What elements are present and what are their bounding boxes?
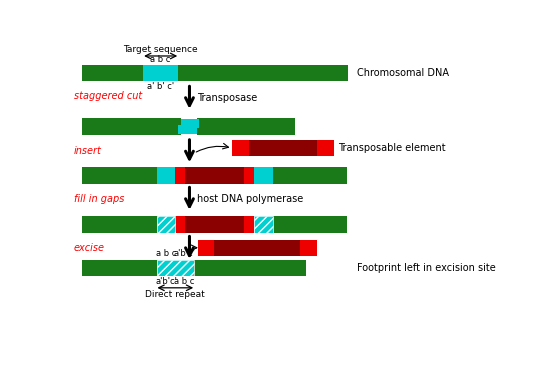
Bar — [178, 125, 197, 134]
Bar — [175, 168, 186, 184]
Bar — [249, 140, 317, 156]
Bar — [143, 65, 178, 81]
Bar — [254, 217, 273, 233]
Bar — [82, 168, 157, 184]
Text: fill in gaps: fill in gaps — [74, 194, 124, 204]
Bar — [82, 65, 348, 81]
Text: Transposable element: Transposable element — [338, 143, 445, 153]
Bar — [197, 119, 295, 135]
Bar — [254, 168, 273, 184]
Bar — [244, 217, 254, 233]
Text: a b c: a b c — [175, 277, 195, 286]
Bar — [82, 217, 157, 233]
Text: Chromosomal DNA: Chromosomal DNA — [357, 68, 449, 78]
Bar — [317, 140, 334, 156]
Text: host DNA polymerase: host DNA polymerase — [197, 194, 304, 204]
Bar — [157, 168, 175, 184]
Bar — [157, 217, 175, 233]
Text: a b c: a b c — [156, 249, 176, 258]
Bar — [157, 217, 175, 233]
Text: a b c: a b c — [151, 55, 171, 64]
Bar — [214, 239, 300, 256]
Bar — [175, 217, 186, 233]
Bar — [273, 217, 347, 233]
Text: a'b'c': a'b'c' — [155, 277, 177, 286]
Bar — [157, 259, 194, 276]
Text: Direct repeat: Direct repeat — [145, 290, 205, 299]
Text: a'b'c': a'b'c' — [173, 249, 196, 258]
Bar — [181, 119, 199, 128]
Text: Footprint left in excision site: Footprint left in excision site — [357, 263, 496, 273]
Bar — [82, 259, 157, 276]
Bar — [244, 168, 254, 184]
Bar — [254, 217, 273, 233]
Bar — [82, 119, 181, 135]
Bar — [186, 168, 244, 184]
Text: Transposase: Transposase — [197, 93, 258, 103]
Text: staggered cut: staggered cut — [74, 91, 142, 101]
Bar — [186, 217, 244, 233]
Bar — [198, 239, 214, 256]
Bar — [233, 140, 249, 156]
Bar — [273, 168, 347, 184]
Text: a' b' c': a' b' c' — [147, 83, 174, 91]
Text: insert: insert — [74, 146, 101, 156]
Bar — [300, 239, 316, 256]
Bar — [194, 259, 306, 276]
Text: Target sequence: Target sequence — [124, 46, 198, 54]
Text: excise: excise — [74, 243, 105, 253]
Bar — [157, 259, 194, 276]
